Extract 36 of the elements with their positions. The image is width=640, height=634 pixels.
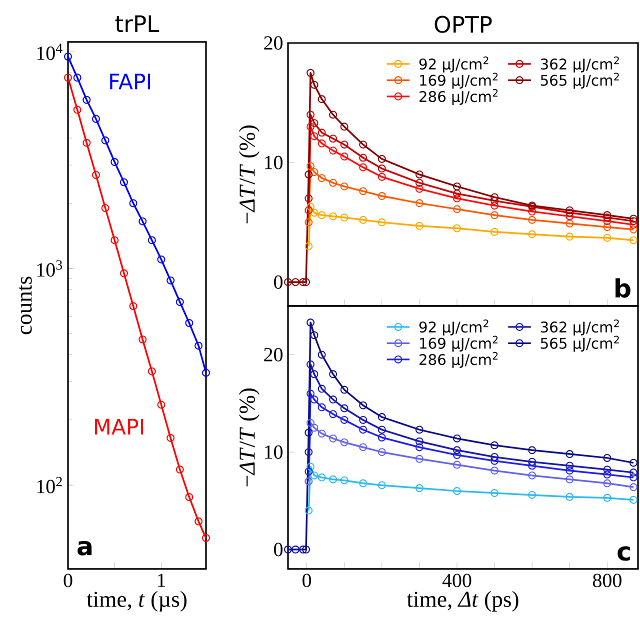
annotation: b [616, 278, 630, 298]
y-tick-label: 10$^{4}$ [37, 44, 62, 60]
legend-label: 92 µJ/cm$^{2}$ [419, 319, 488, 336]
legend-label: 362 µJ/cm$^{2}$ [540, 56, 619, 72]
y-tick-label: 20 [264, 348, 283, 362]
series-label: FAPI [110, 74, 150, 90]
y-axis-title: counts [18, 276, 32, 334]
x-axis-title: time, t (µs) [86, 591, 186, 612]
legend-label: 169 µJ/cm$^{2}$ [420, 336, 498, 352]
y-tick-label: 10$^{2}$ [37, 476, 62, 494]
chart-title: trPL [115, 15, 160, 32]
annotation: c [618, 546, 630, 561]
y-axis-title: −ΔT/T (%) [238, 388, 260, 486]
series-label: MAPI [95, 418, 144, 434]
y-tick-label: 10 [265, 445, 283, 459]
x-tick-label: 0 [64, 574, 72, 588]
legend-label: 565 µJ/cm$^{2}$ [540, 336, 619, 352]
x-axis-title: time, Δt (ps) [406, 591, 518, 612]
y-tick-label: 0 [274, 542, 283, 556]
y-tick-label: 10 [265, 156, 283, 170]
annotation: a [78, 540, 92, 556]
x-tick-label: 1 [158, 574, 166, 587]
x-tick-label: 0 [302, 574, 312, 588]
legend-label: 92 µJ/cm$^{2}$ [419, 56, 488, 72]
legend-label: 286 µJ/cm$^{2}$ [420, 352, 498, 368]
y-tick-label: 0 [274, 275, 283, 289]
legend-label: 286 µJ/cm$^{2}$ [420, 88, 498, 105]
x-tick-label: 800 [592, 574, 622, 588]
legend-label: 362 µJ/cm$^{2}$ [540, 319, 619, 336]
y-tick-label: 10$^{3}$ [37, 260, 62, 277]
x-tick-label: 400 [442, 574, 472, 588]
legend-label: 169 µJ/cm$^{2}$ [420, 72, 498, 89]
y-tick-label: 20 [264, 36, 283, 50]
chart-title: OPTP [434, 16, 492, 33]
y-axis-title: −ΔT/T (%) [238, 126, 260, 224]
legend-label: 565 µJ/cm$^{2}$ [540, 72, 619, 89]
